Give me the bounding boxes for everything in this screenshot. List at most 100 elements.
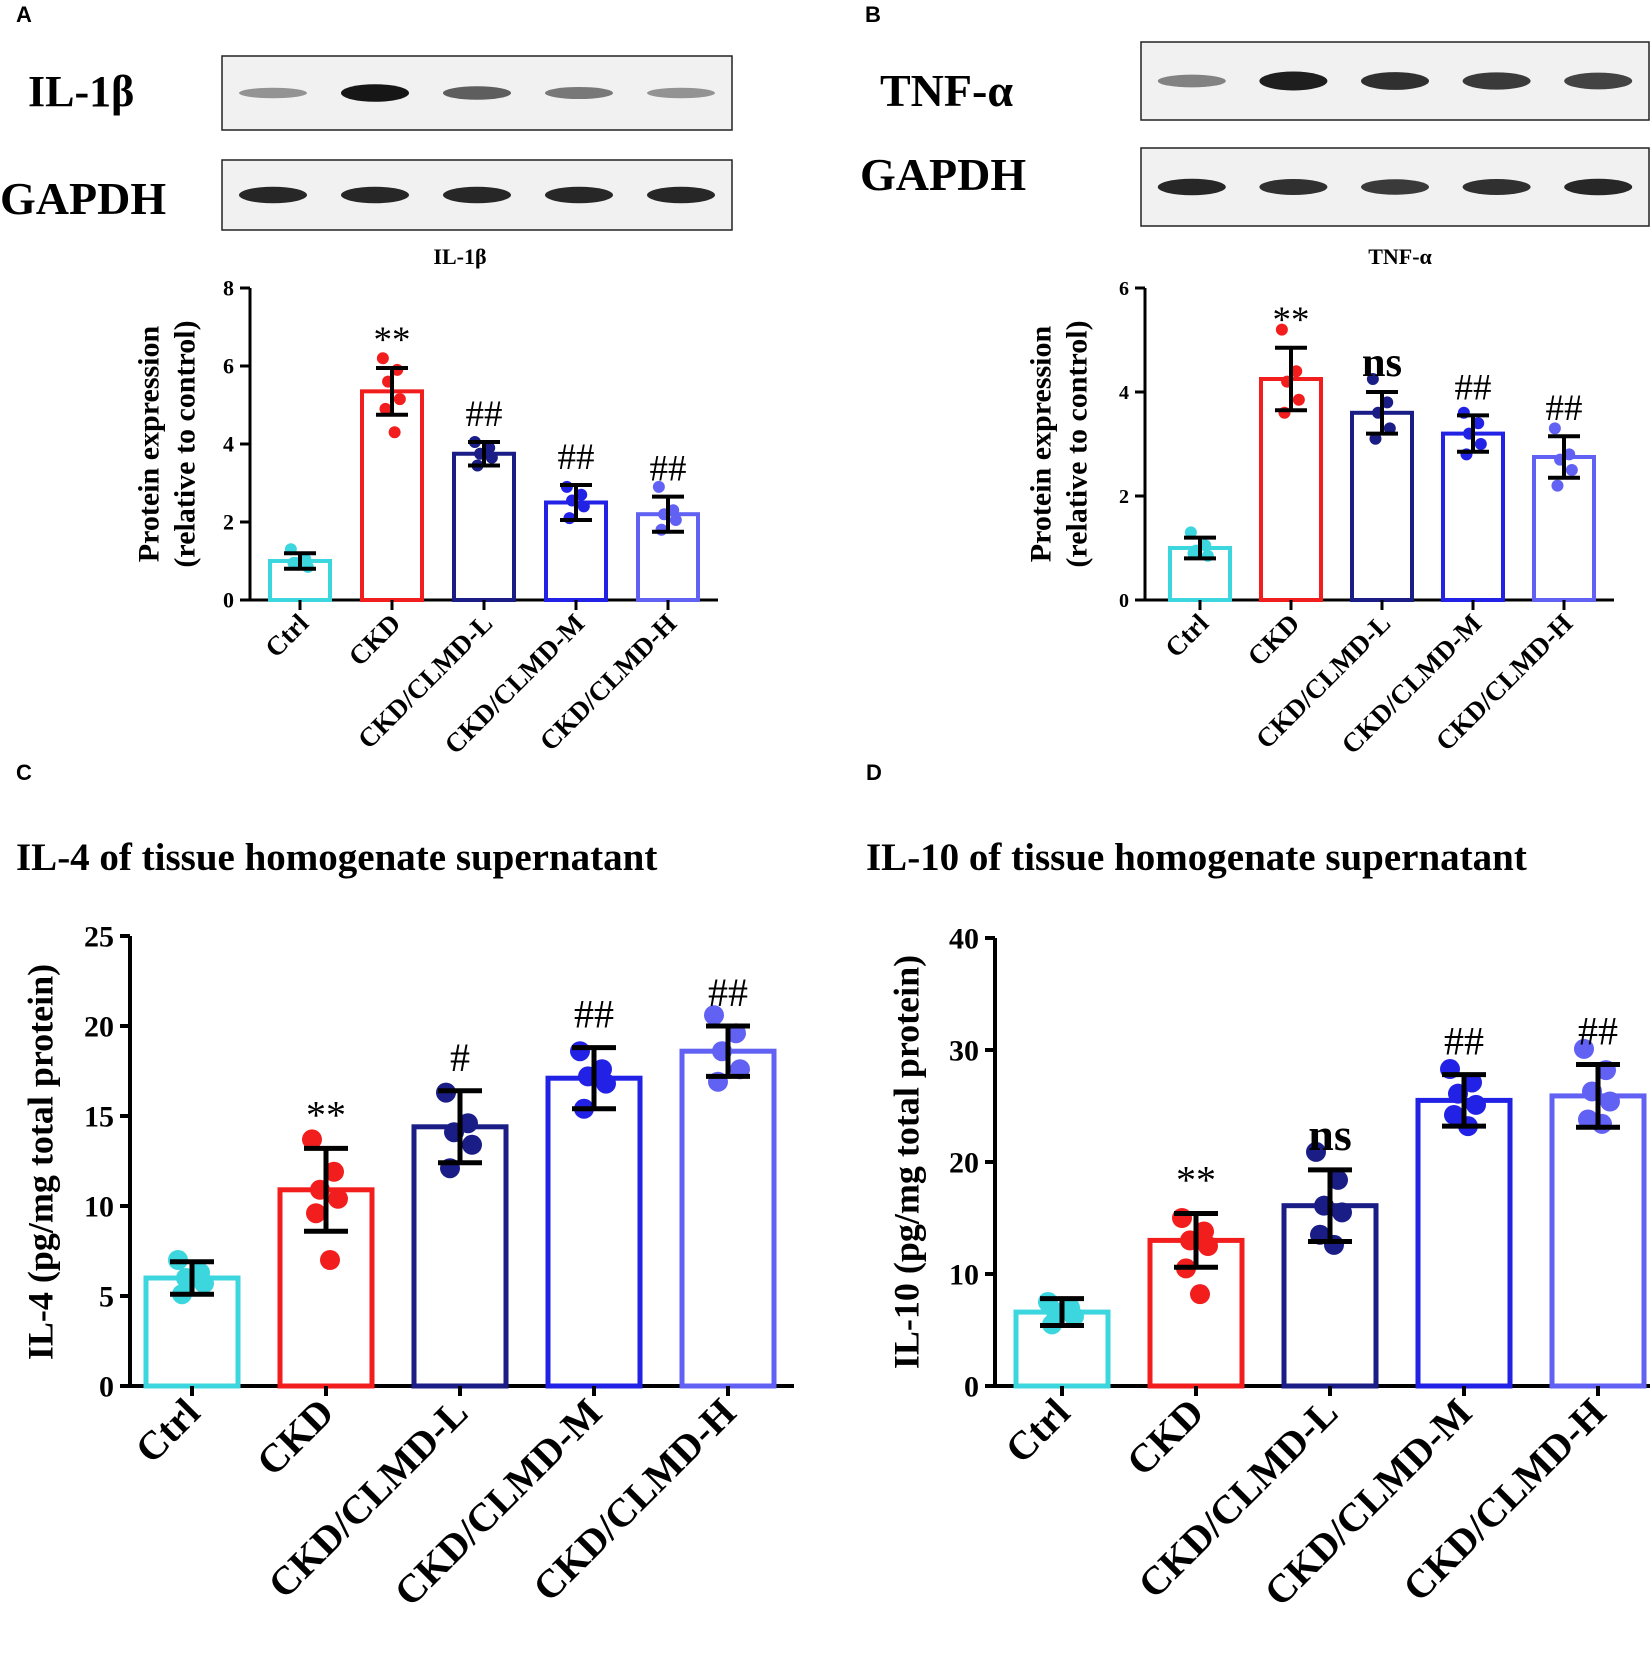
blot-gapdh-band [341,186,409,204]
panel-letter: D [866,760,882,785]
chart-title: IL-1β [433,244,486,269]
y-tick-label: 2 [1119,486,1129,508]
data-point [669,514,682,527]
bar-5 [636,512,700,603]
bar-4 [1441,431,1505,602]
bar-3 [452,451,516,602]
y-tick-label: 15 [84,1101,114,1134]
y-tick-label: 4 [1119,382,1129,404]
x-tick-label-group: Ctrl [259,608,314,663]
blot-gapdh-band [545,186,613,204]
x-tick-label-group: CKD [1118,1390,1213,1485]
blot-target-band [1462,72,1531,90]
blot-gapdh-band [1462,178,1531,196]
significance-label: ## [1578,1009,1618,1054]
bar-2 [360,389,424,602]
data-point [1292,393,1305,406]
bar-4 [1415,1097,1513,1389]
data-point [570,1041,590,1062]
chart-title: IL-4 of tissue homogenate supernatant [16,836,657,879]
bar-5 [1532,455,1596,602]
data-point [1199,539,1212,552]
data-point [379,402,392,415]
data-point [1472,417,1485,430]
data-point [328,1188,348,1209]
data-point [306,1203,326,1224]
bar-5 [679,1048,777,1389]
significance-label: ns [1362,339,1402,386]
x-tick-label-group: CKD [248,1390,343,1485]
data-point [1187,547,1200,560]
blot-label: TNF-α [880,65,1013,116]
y-tick-label: 0 [99,1371,114,1404]
significance-label: ## [574,992,614,1037]
significance-label: ** [1176,1158,1216,1203]
data-point [1190,1284,1210,1305]
y-tick-label: 30 [949,1035,979,1068]
data-point [1369,432,1382,445]
blot-target-band [1564,72,1633,90]
y-tick-label: 4 [223,432,234,457]
panel-letter: B [865,2,881,27]
panel-letter: A [16,2,32,27]
significance-label: ** [374,320,411,361]
x-tick-label-group: Ctrl [996,1390,1078,1472]
significance-label: ## [466,394,503,435]
significance-label: ## [650,449,687,490]
data-point [485,451,498,464]
significance-label: ## [1546,388,1583,429]
data-point [1383,422,1396,435]
y-axis-label: Protein expression (relative to control) [1025,320,1094,567]
data-point [320,1250,340,1270]
chart-title: TNF-α [1368,244,1432,269]
y-axis-label-line: (relative to control) [1061,320,1094,567]
blot-gapdh-band [1564,178,1633,196]
x-tick-label: CKD [343,608,407,672]
y-tick-label: 10 [84,1191,114,1224]
data-point [1275,323,1288,336]
significance-label: ## [1444,1019,1484,1064]
y-tick-label: 5 [99,1281,114,1314]
data-point [194,1273,214,1294]
y-tick-label: 8 [223,276,234,301]
data-point [393,393,406,406]
y-tick-label: 0 [1119,590,1129,612]
blot-label: IL-1β [28,67,134,116]
significance-label: ## [558,437,595,478]
y-axis-label-line: Protein expression [1025,325,1058,562]
panel-c: C IL-4 of tissue homogenate supernatant 0 5… [16,760,794,1615]
data-point [577,500,590,513]
blot-label: GAPDH [860,149,1026,200]
blot-gapdh-band [239,186,307,204]
data-point [1565,464,1578,476]
significance-label: ** [1273,300,1310,341]
data-point [652,480,665,493]
blot-gapdh-band [647,186,715,204]
blot-gapdh-band [443,186,511,204]
blot-target-band [1157,74,1226,88]
x-tick-label-group: CKD [343,608,407,672]
data-point [1324,1234,1344,1255]
x-tick-label-group: CKD [1242,608,1306,672]
data-point [1563,448,1576,461]
data-point [1290,365,1303,378]
data-point [1172,1208,1192,1228]
data-point [1064,1306,1084,1327]
bar-3 [411,1124,509,1389]
y-axis-label-line: IL-10 (pg/mg total protein) [887,955,927,1369]
y-tick-label: 2 [223,510,234,535]
data-point [1444,1104,1464,1125]
blot-target-band [545,86,613,100]
blot-label: GAPDH [0,173,166,224]
blot-target-band [1361,72,1429,90]
chart-title: IL-10 of tissue homogenate supernatant [866,836,1527,879]
y-tick-label: 0 [223,588,234,613]
data-point [1332,1202,1352,1223]
blot-gapdh-band [1361,179,1429,195]
significance-label: # [450,1035,470,1080]
data-point [1184,526,1197,539]
blot-target-band [1259,71,1328,91]
y-axis-label-line: IL-4 (pg/mg total protein) [21,964,61,1360]
x-tick-label: Ctrl [1159,608,1214,663]
blot-target-band [647,87,715,99]
